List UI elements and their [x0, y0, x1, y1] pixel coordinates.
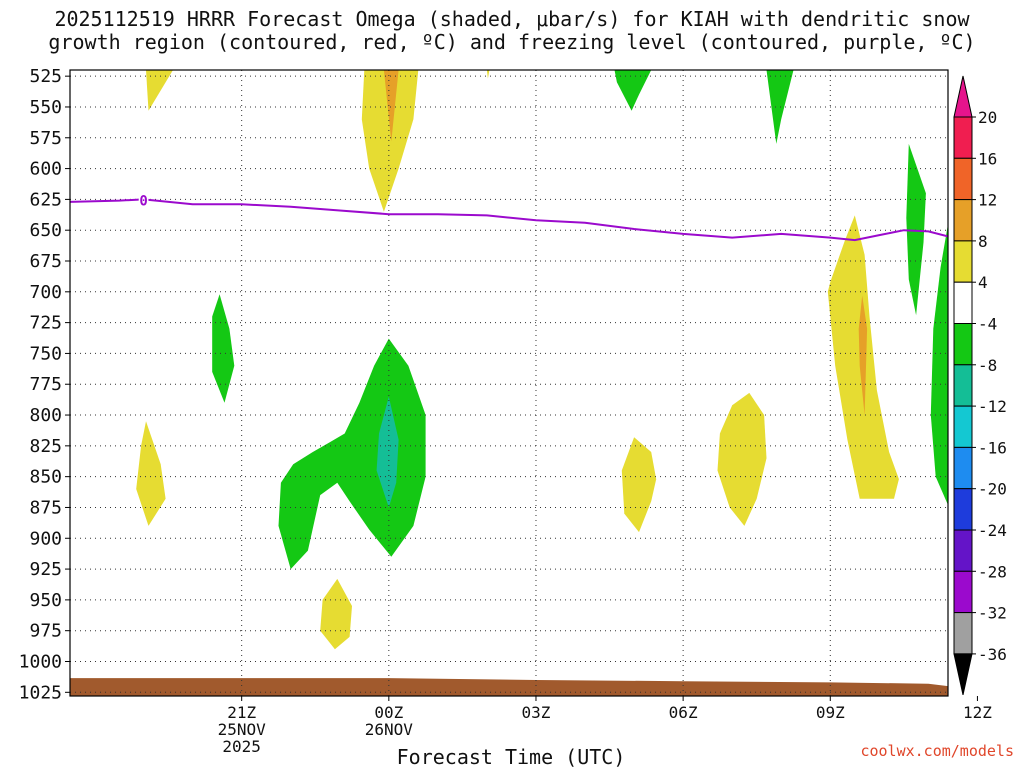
colorbar-top-arrow	[953, 75, 973, 118]
y-tick-label: 875	[29, 497, 62, 518]
omega-region	[486, 70, 490, 79]
colorbar-label: 4	[978, 273, 988, 292]
omega-region	[146, 70, 173, 111]
y-tick-label: 850	[29, 467, 62, 488]
freezing-level-line	[70, 198, 948, 242]
chart-title-line2: growth region (contoured, red, ºC) and f…	[48, 30, 976, 54]
colorbar-swatch	[953, 446, 973, 490]
y-tick-label: 1025	[19, 682, 62, 703]
colorbar-label: -12	[978, 397, 1007, 416]
omega-region	[858, 295, 868, 415]
colorbar-swatch	[953, 157, 973, 201]
y-tick-label: 750	[29, 343, 62, 364]
colorbar-bottom-arrow	[953, 653, 973, 696]
y-tick-label: 1000	[19, 651, 62, 672]
colorbar-swatch	[953, 116, 973, 159]
omega-region	[320, 578, 352, 650]
omega-region	[376, 396, 399, 508]
x-tick-label: 00Z	[374, 703, 403, 722]
colorbar-label: -16	[978, 438, 1007, 457]
colorbar-label: 16	[978, 149, 997, 168]
colorbar-swatch	[953, 364, 973, 407]
plot-frame	[69, 69, 949, 697]
colorbar-label: -28	[978, 562, 1007, 581]
y-tick-label: 975	[29, 621, 62, 642]
y-tick-label: 575	[29, 128, 62, 149]
x-tick-label: 06Z	[669, 703, 698, 722]
colorbar-label: -24	[978, 521, 1007, 540]
colorbar-swatch	[953, 323, 973, 366]
chart-title-line1: 2025112519 HRRR Forecast Omega (shaded, …	[54, 7, 970, 31]
colorbar-swatch	[953, 199, 973, 242]
x-tick-label: 26NOV	[365, 720, 414, 739]
colorbar-label: -32	[978, 604, 1007, 623]
y-tick-label: 800	[29, 405, 62, 426]
y-tick-label: 650	[29, 220, 62, 241]
omega-region	[278, 338, 426, 570]
y-tick-label: 525	[29, 66, 62, 87]
colorbar-swatch	[953, 281, 973, 325]
omega-region	[614, 70, 652, 111]
y-tick-label: 625	[29, 189, 62, 210]
x-tick-label: 25NOV	[218, 720, 267, 739]
y-tick-label: 600	[29, 159, 62, 180]
colorbar-label: -4	[978, 315, 997, 334]
y-tick-label: 950	[29, 590, 62, 611]
colorbar-swatch	[953, 570, 973, 614]
y-tick-label: 700	[29, 282, 62, 303]
colorbar-label: -8	[978, 356, 997, 375]
colorbar-label: 8	[978, 232, 988, 251]
colorbar-swatch	[953, 612, 973, 655]
freezing-level-label: 0	[139, 194, 147, 210]
x-tick-label: 12Z	[963, 703, 992, 722]
omega-region	[930, 224, 948, 505]
omega-region	[136, 421, 166, 526]
omega-region	[361, 70, 419, 212]
y-tick-label: 550	[29, 97, 62, 118]
y-tick-label: 675	[29, 251, 62, 272]
y-tick-label: 725	[29, 313, 62, 334]
colorbar-label: -20	[978, 480, 1007, 499]
omega-region	[621, 437, 657, 533]
x-tick-label: 2025	[222, 737, 261, 756]
plot-area	[70, 70, 948, 696]
y-tick-label: 925	[29, 559, 62, 580]
y-tick-label: 900	[29, 528, 62, 549]
terrain-fill	[70, 678, 948, 696]
x-tick-label: 09Z	[816, 703, 845, 722]
y-tick-label: 775	[29, 374, 62, 395]
x-axis-label: Forecast Time (UTC)	[397, 745, 626, 768]
y-tick-label: 825	[29, 436, 62, 457]
colorbar-swatch	[953, 529, 973, 572]
colorbar-label: 20	[978, 108, 997, 127]
omega-region	[717, 392, 767, 526]
x-tick-label: 03Z	[522, 703, 551, 722]
x-tick-label: 21Z	[227, 703, 256, 722]
credit-text: coolwx.com/models	[860, 742, 1014, 760]
colorbar-label: -36	[978, 645, 1007, 664]
colorbar-swatch	[953, 488, 973, 531]
omega-region	[212, 294, 235, 403]
colorbar-label: 12	[978, 191, 997, 210]
omega-region	[906, 143, 926, 316]
colorbar-swatch	[953, 405, 973, 448]
colorbar-swatch	[953, 240, 973, 283]
omega-region	[383, 70, 399, 142]
